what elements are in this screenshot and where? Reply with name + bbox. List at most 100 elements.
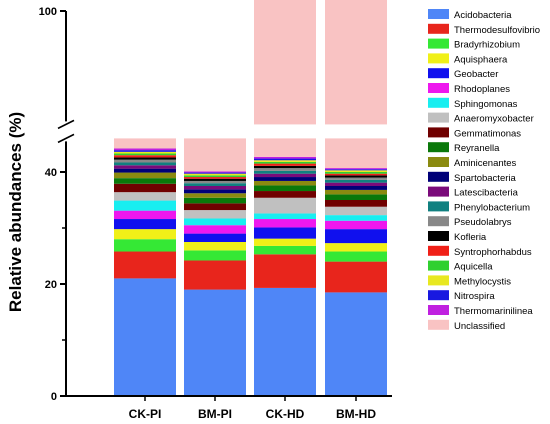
axis-break-mark-lower (57, 133, 75, 144)
legend-swatch-thermodesulfovibrio (428, 23, 449, 34)
bar-segment-ck-hd-anaeromyxobacter (254, 197, 316, 214)
bar-segment-ck-pi-aquisphaera (114, 229, 176, 240)
bar-segment-ck-hd-unclassified (254, 0, 316, 125)
legend-swatch-sphingomonas (428, 97, 449, 108)
legend-swatch-acidobacteria (428, 9, 449, 19)
legend-swatch-pseudolabrys (428, 216, 449, 227)
legend-label-latescibacteria: Latescibacteria (454, 188, 519, 199)
bar-segment-bm-pi-bradyrhizobium (184, 250, 246, 261)
bar-segment-ck-pi-nitrospira (114, 150, 176, 152)
bar-segment-bm-hd-methylocystis (325, 170, 387, 172)
bar-segment-bm-pi-thermomarinilinea (184, 171, 246, 173)
bar-segment-ck-hd-aquisphaera (254, 238, 316, 246)
bar-segment-ck-hd-gemmatimonas (254, 191, 316, 198)
bar-segment-bm-pi-thermodesulfovibrio (184, 260, 246, 290)
bar-segment-ck-pi-sphingomonas (114, 200, 176, 211)
bar-segment-bm-pi-anaeromyxobacter (184, 210, 246, 219)
bar-segment-bm-pi-aquisphaera (184, 242, 246, 251)
legend-label-thermodesulfovibrio: Thermodesulfovibrio (454, 25, 540, 36)
bar-segment-ck-hd-rhodoplanes (254, 219, 316, 228)
bar-segment-bm-pi-geobacter (184, 233, 246, 242)
legend-label-sphingomonas: Sphingomonas (454, 99, 518, 110)
bar-segment-ck-hd-phenylobacterium (254, 170, 316, 174)
legend-swatch-methylocystis (428, 275, 449, 286)
category-labels: CK-PI BM-PI CK-HD BM-HD (129, 407, 377, 421)
bar-segment-bm-pi-aminicenantes (184, 193, 246, 198)
legend-label-spartobacteria: Spartobacteria (454, 173, 517, 184)
bar-segment-ck-pi-methylocystis (114, 151, 176, 154)
bar-segment-ck-hd-thermomarinilinea (254, 156, 316, 159)
bar-segment-ck-pi-bradyrhizobium (114, 239, 176, 252)
bar-segment-ck-hd-sphingomonas (254, 213, 316, 220)
legend-swatch-spartobacteria (428, 171, 449, 182)
bar-segment-bm-hd-latescibacteria (325, 182, 387, 186)
bar-segment-ck-hd-aminicenantes (254, 180, 316, 186)
axis-break-mark-upper (57, 119, 75, 130)
bar-segment-bm-pi-nitrospira (184, 172, 246, 174)
bar-segment-ck-hd-acidobacteria (254, 287, 316, 396)
bar-segment-ck-hd-latescibacteria (254, 173, 316, 178)
legend-swatch-aminicenantes (428, 157, 449, 167)
bar-segment-bm-hd-pseudolabrys (325, 177, 387, 180)
legend-swatch-unclassified (428, 319, 449, 330)
bar-segment-bm-hd-kofleria (325, 175, 387, 178)
bar-segment-bm-pi-reyranella (184, 197, 246, 204)
bar-segment-bm-pi-unclassified (184, 138, 246, 172)
bar-segment-ck-hd-syntrophorhabdus (254, 163, 316, 166)
bar-segment-bm-hd-aquicella (325, 172, 387, 174)
legend-label-methylocystis: Methylocystis (454, 276, 511, 287)
legend-swatch-syntrophorhabdus (428, 245, 449, 256)
category-label-bm-hd: BM-HD (336, 407, 376, 421)
bar-segment-ck-hd-thermodesulfovibrio (254, 254, 316, 288)
bar-segment-bm-hd-rhodoplanes (325, 220, 387, 230)
bar-segment-bm-pi-pseudolabrys (184, 180, 246, 184)
y-axis-label: Relative abundances (%) (6, 112, 25, 312)
bar-segment-ck-pi-geobacter (114, 219, 176, 230)
bar-segment-bm-hd-bradyrhizobium (325, 251, 387, 262)
bar-segment-ck-pi-phenylobacterium (114, 162, 176, 166)
legend-label-bradyrhizobium: Bradyrhizobium (454, 40, 520, 51)
bar-segment-ck-pi-thermodesulfovibrio (114, 251, 176, 279)
bar-segment-bm-hd-reyranella (325, 194, 387, 200)
legend-label-thermomarinilinea: Thermomarinilinea (454, 306, 533, 317)
bar-segment-ck-hd-kofleria (254, 165, 316, 169)
bar-segment-bm-hd-gemmatimonas (325, 200, 387, 207)
bar-segment-ck-hd-methylocystis (254, 160, 316, 162)
bar-segment-bm-hd-thermodesulfovibrio (325, 261, 387, 293)
axes-layer: 0 20 40 100 (39, 6, 392, 403)
y-tick-label-100: 100 (39, 6, 57, 18)
legend-label-geobacter: Geobacter (454, 69, 498, 80)
bar-segment-bm-pi-phenylobacterium (184, 183, 246, 186)
bar-segment-ck-hd-geobacter (254, 227, 316, 239)
bar-segment-ck-pi-syntrophorhabdus (114, 155, 176, 158)
bar-segment-ck-pi-latescibacteria (114, 165, 176, 169)
bar-segment-ck-pi-gemmatimonas (114, 183, 176, 193)
bar-segment-bm-hd-thermomarinilinea (325, 168, 387, 170)
bar-segment-bm-hd-aminicenantes (325, 189, 387, 195)
bar-segment-bm-pi-latescibacteria (184, 186, 246, 190)
legend-label-rhodoplanes: Rhodoplanes (454, 84, 510, 95)
category-label-ck-hd: CK-HD (266, 407, 305, 421)
bar-segment-bm-pi-methylocystis (184, 173, 246, 176)
bar-segment-ck-pi-kofleria (114, 157, 176, 160)
bars-layer (114, 0, 387, 396)
legend-label-aminicenantes: Aminicenantes (454, 158, 517, 169)
legend-label-pseudolabrys: Pseudolabrys (454, 217, 512, 228)
legend-swatch-rhodoplanes (428, 83, 449, 93)
y-tick-label-0: 0 (51, 391, 57, 403)
bar-segment-ck-pi-rhodoplanes (114, 210, 176, 220)
category-label-bm-pi: BM-PI (198, 407, 232, 421)
bar-segment-bm-hd-geobacter (325, 229, 387, 244)
legend: Acidobacteria Thermodesulfovibrio Bradyrhi… (428, 9, 540, 332)
legend-swatch-bradyrhizobium (428, 38, 449, 49)
bar-segment-ck-pi-spartobacteria (114, 168, 176, 173)
legend-label-acidobacteria: Acidobacteria (454, 10, 512, 21)
legend-swatch-phenylobacterium (428, 201, 449, 212)
bar-segment-bm-pi-acidobacteria (184, 289, 246, 396)
bar-segment-bm-hd-acidobacteria (325, 292, 387, 396)
legend-swatch-aquisphaera (428, 53, 449, 64)
legend-swatch-latescibacteria (428, 186, 449, 197)
bar-segment-ck-pi-unclassified (114, 138, 176, 149)
bar-segment-bm-hd-anaeromyxobacter (325, 206, 387, 216)
bar-segment-bm-hd-aquisphaera (325, 243, 387, 252)
